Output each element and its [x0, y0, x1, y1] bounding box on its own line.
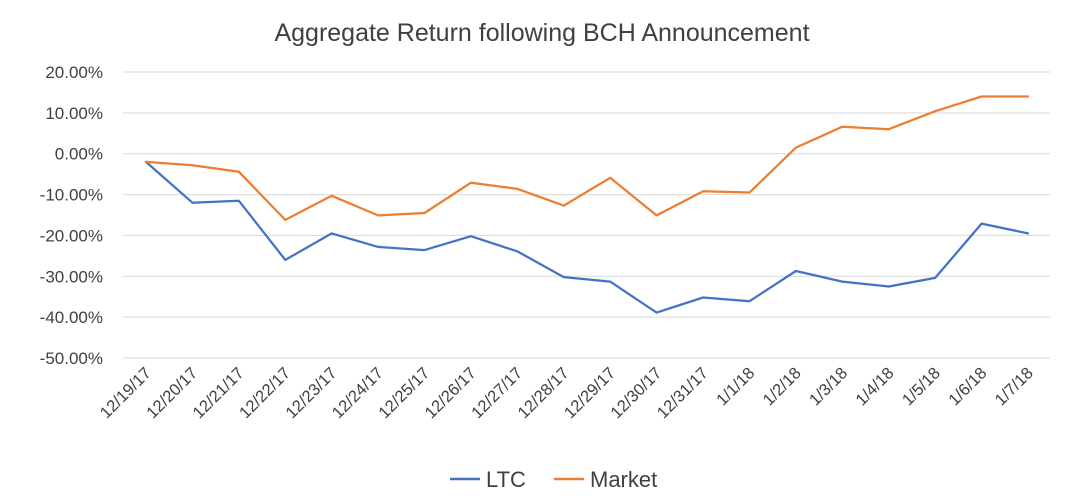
- data-point-market: [886, 127, 891, 132]
- data-point-market: [840, 124, 845, 129]
- x-tick-label: 1/6/18: [945, 364, 990, 409]
- data-point-ltc: [515, 249, 520, 254]
- data-point-ltc: [283, 257, 288, 262]
- data-point-ltc: [793, 268, 798, 273]
- data-point-market: [933, 109, 938, 114]
- data-point-ltc: [747, 299, 752, 304]
- y-tick-label: -30.00%: [40, 267, 103, 286]
- series-line-market: [144, 95, 1030, 222]
- data-point-market: [561, 203, 566, 208]
- x-tick-label: 1/3/18: [806, 364, 851, 409]
- data-point-ltc: [701, 295, 706, 300]
- data-point-ltc: [840, 279, 845, 284]
- y-tick-label: 10.00%: [45, 104, 103, 123]
- series-line-ltc: [144, 160, 1030, 314]
- y-tick-label: -10.00%: [40, 186, 103, 205]
- x-tick-label: 1/1/18: [713, 364, 758, 409]
- legend-label: Market: [590, 467, 657, 492]
- data-point-ltc: [933, 275, 938, 280]
- gridlines: [123, 71, 1050, 359]
- legend-item-market: Market: [554, 467, 657, 492]
- legend-item-ltc: LTC: [450, 467, 526, 492]
- x-tick-label: 12/31/17: [654, 364, 712, 422]
- x-tick-label: 1/5/18: [899, 364, 944, 409]
- data-point-ltc: [1026, 231, 1031, 236]
- y-tick-label: 20.00%: [45, 63, 103, 82]
- data-point-ltc: [236, 198, 241, 203]
- series-lines: [144, 94, 1031, 315]
- data-point-market: [701, 189, 706, 194]
- data-point-ltc: [608, 279, 613, 284]
- data-point-ltc: [654, 310, 659, 315]
- y-tick-label: -40.00%: [40, 308, 103, 327]
- data-point-ltc: [561, 275, 566, 280]
- x-tick-label: 1/4/18: [852, 364, 897, 409]
- data-point-ltc: [886, 284, 891, 289]
- y-tick-label: 0.00%: [55, 145, 103, 164]
- legend: LTC Market: [450, 467, 657, 492]
- data-point-ltc: [979, 221, 984, 226]
- data-point-ltc: [329, 231, 334, 236]
- data-point-market: [608, 175, 613, 180]
- x-axis-tick-labels: 12/19/1712/20/1712/21/1712/22/1712/23/17…: [97, 364, 1037, 422]
- data-point-ltc: [422, 248, 427, 253]
- data-point-market: [190, 163, 195, 168]
- data-point-market: [793, 145, 798, 150]
- legend-label: LTC: [486, 467, 526, 492]
- data-point-ltc: [190, 200, 195, 205]
- data-point-market: [376, 213, 381, 218]
- data-point-ltc: [376, 244, 381, 249]
- data-point-market: [468, 180, 473, 185]
- data-point-market: [979, 94, 984, 99]
- chart-title: Aggregate Return following BCH Announcem…: [274, 19, 809, 47]
- x-tick-label: 1/7/18: [992, 364, 1037, 409]
- x-tick-label: 1/2/18: [760, 364, 805, 409]
- data-point-market: [1026, 94, 1031, 99]
- y-axis-tick-labels: 20.00% 10.00% 0.00% -10.00% -20.00% -30.00% -4…: [40, 63, 103, 368]
- data-point-market: [747, 190, 752, 195]
- data-point-market: [144, 159, 149, 164]
- y-tick-label: -50.00%: [40, 349, 103, 368]
- data-point-market: [329, 193, 334, 198]
- data-point-market: [515, 186, 520, 191]
- data-point-market: [422, 210, 427, 215]
- data-point-market: [236, 169, 241, 174]
- data-point-market: [283, 217, 288, 222]
- data-point-ltc: [468, 234, 473, 239]
- data-point-market: [654, 213, 659, 218]
- y-tick-label: -20.00%: [40, 226, 103, 245]
